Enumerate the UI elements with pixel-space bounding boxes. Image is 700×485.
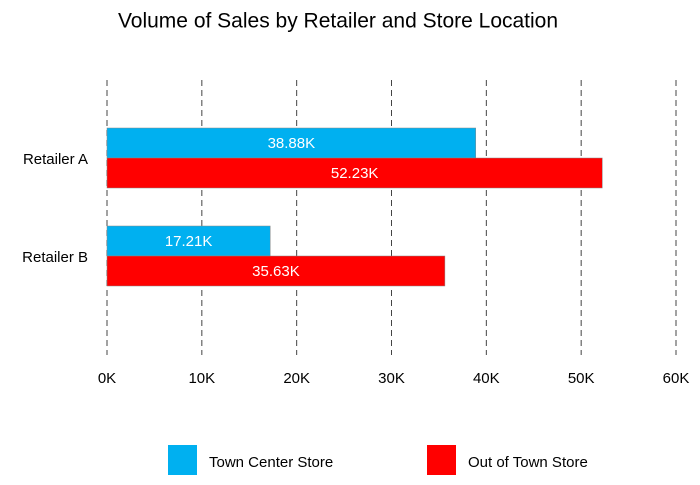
y-tick-label: Retailer A	[23, 151, 88, 168]
bar	[106, 255, 446, 287]
bar	[106, 157, 603, 189]
legend-swatch	[427, 445, 456, 475]
x-tick-label: 20K	[283, 370, 310, 387]
x-tick-label: 60K	[663, 370, 690, 387]
x-tick-label: 40K	[473, 370, 500, 387]
x-tick-label: 10K	[188, 370, 215, 387]
data-label: 17.21K	[165, 233, 213, 250]
x-tick-label: 50K	[568, 370, 595, 387]
data-label: 52.23K	[331, 165, 379, 182]
x-tick-label: 0K	[98, 370, 116, 387]
chart-title: Volume of Sales by Retailer and Store Lo…	[118, 10, 558, 33]
y-tick-label: Retailer B	[22, 249, 88, 266]
bar	[106, 127, 476, 159]
legend-label: Town Center Store	[209, 454, 333, 471]
legend-swatch	[168, 445, 197, 475]
x-tick-label: 30K	[378, 370, 405, 387]
data-label: 35.63K	[252, 263, 300, 280]
legend-label: Out of Town Store	[468, 454, 588, 471]
data-label: 38.88K	[268, 135, 316, 152]
bar	[106, 225, 271, 257]
